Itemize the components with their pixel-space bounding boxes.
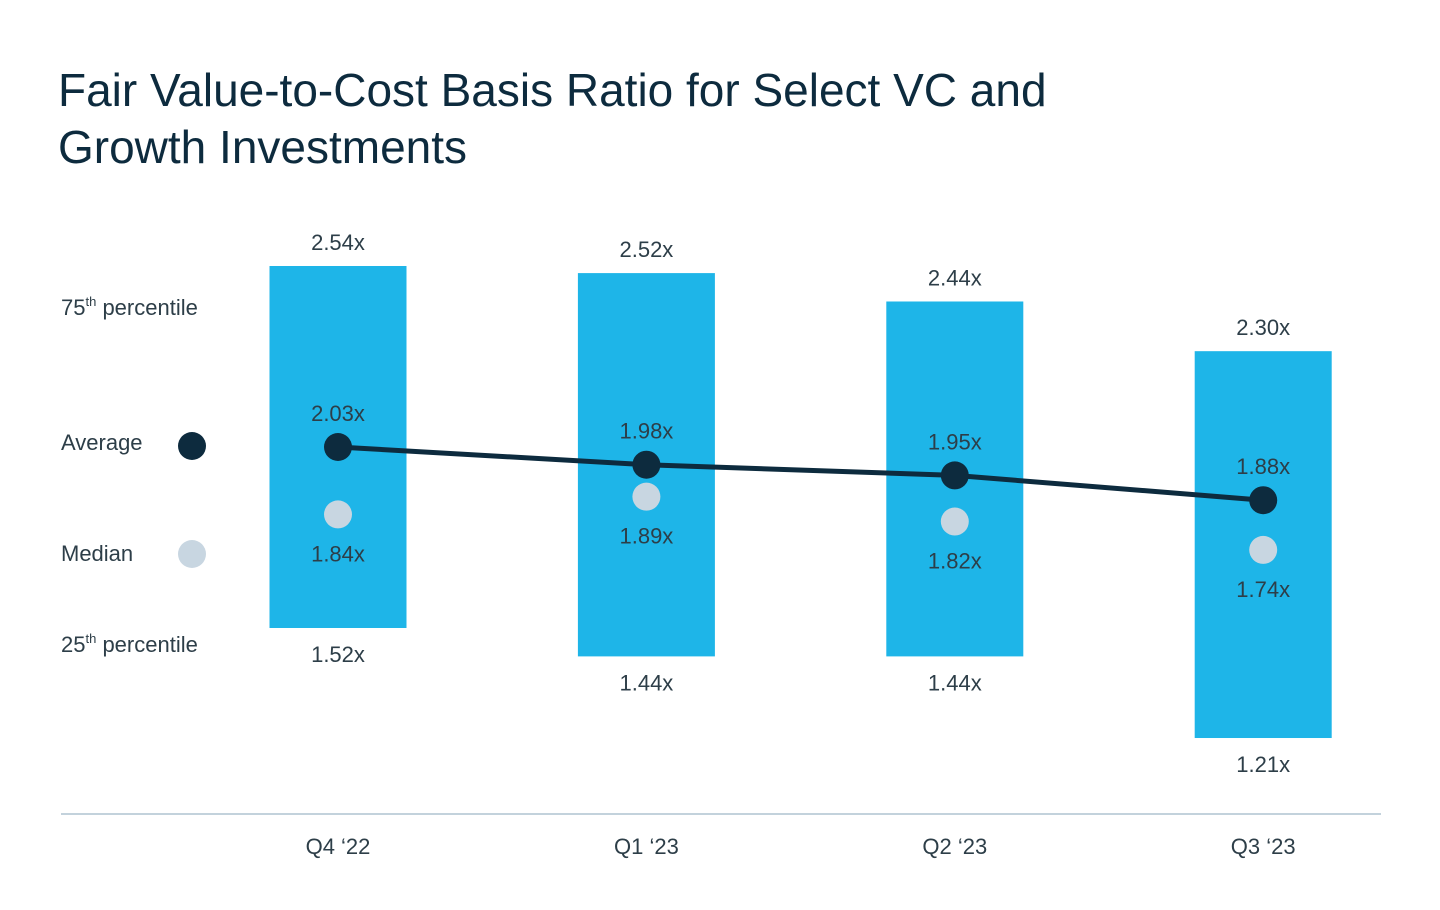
legend-average: Average [61,430,143,455]
legend-75-text: percentile [96,295,198,320]
average-point [324,432,352,461]
average-label: 1.95x [928,429,982,454]
median-label: 1.74x [1236,577,1290,602]
legend-75th-percentile: 75th percentile [61,294,198,321]
legend-75-num: 75 [61,295,86,320]
legend-75-sup: th [85,294,97,309]
average-point [940,461,969,490]
x-tick-label: Q2 ‘23 [922,834,987,859]
p75-label: 2.52x [619,237,673,262]
median-point [1249,535,1278,564]
legend-25-num: 25 [61,632,86,657]
x-tick-label: Q3 ‘23 [1231,834,1296,859]
average-label: 1.88x [1236,454,1290,479]
p25-label: 1.21x [1236,752,1290,777]
median-label: 1.82x [928,549,982,574]
legend-median-dot [178,540,206,568]
legend-median: Median [61,541,134,566]
x-tick-label: Q1 ‘23 [614,834,679,859]
legend-average-dot [178,432,206,460]
p25-label: 1.44x [928,670,982,695]
median-label: 1.89x [619,524,673,549]
median-label: 1.84x [311,541,365,566]
median-point [632,482,661,511]
p75-label: 2.44x [928,265,982,290]
legend-25-text: percentile [96,632,198,657]
median-point [324,500,352,529]
chart-title: Fair Value-to-Cost Basis Ratio for Selec… [58,64,1047,173]
median-point [940,507,969,536]
x-tick-label: Q4 ‘22 [306,834,371,859]
average-point [632,450,661,479]
average-line [337,444,1264,503]
average-label: 2.03x [311,401,365,426]
p25-label: 1.52x [311,642,365,667]
average-label: 1.98x [619,419,673,444]
legend-25-sup: th [85,631,97,646]
legend-25th-percentile: 25th percentile [61,631,198,658]
average-point [1249,486,1278,515]
p75-label: 2.30x [1236,315,1290,340]
p75-label: 2.54x [311,230,365,255]
p25-label: 1.44x [619,670,673,695]
